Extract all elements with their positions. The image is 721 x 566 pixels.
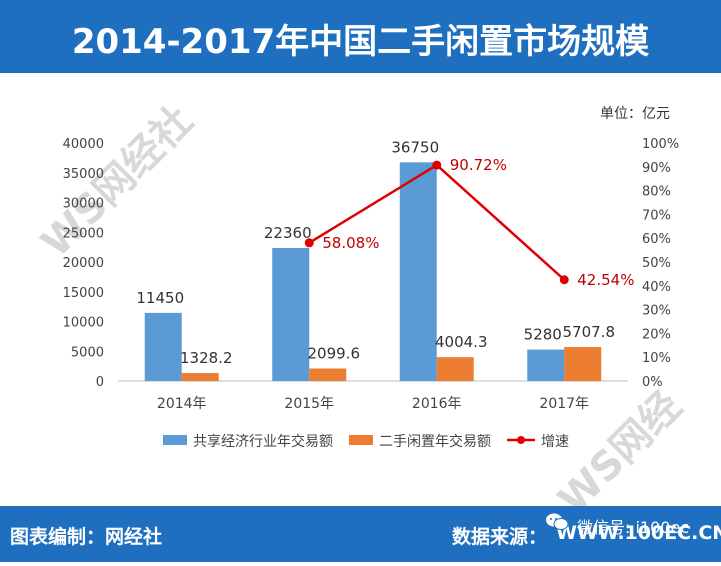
legend-swatch (349, 435, 373, 445)
footer-source: 数据来源： (452, 526, 548, 548)
legend-swatch (517, 436, 525, 444)
bar-data-label: 22360 (264, 224, 312, 242)
bar (181, 373, 219, 381)
header-banner: 2014-2017年中国二手闲置市场规模 (0, 0, 721, 73)
bar (527, 349, 565, 381)
y-left-tick-label: 40000 (63, 137, 104, 152)
y-left-tick-label: 0 (96, 375, 104, 390)
bar (144, 312, 182, 381)
growth-point (432, 160, 442, 170)
bar (272, 247, 310, 381)
bar-data-label: 11450 (136, 289, 184, 307)
y-left-tick-label: 25000 (63, 226, 104, 241)
y-right-tick-label: 50% (642, 256, 671, 271)
legend-swatch (163, 435, 187, 445)
chart-title: 2014-2017年中国二手闲置市场规模 (71, 22, 650, 62)
bar-data-label: 2099.6 (308, 345, 361, 363)
y-right-tick-label: 70% (642, 208, 671, 223)
y-right-tick-label: 40% (642, 280, 671, 295)
x-tick-label: 2016年 (412, 396, 462, 412)
y-left-tick-label: 15000 (63, 286, 104, 301)
bar-data-label: 36750 (391, 138, 439, 156)
bar (399, 162, 437, 381)
y-right-tick-label: 30% (642, 304, 671, 319)
y-right-tick-label: 20% (642, 327, 671, 342)
wechat-icon (546, 513, 569, 530)
y-right-tick-label: 0% (642, 375, 663, 390)
bar (564, 347, 602, 381)
x-tick-label: 2017年 (539, 396, 589, 412)
bar-data-label: 1328.2 (180, 349, 233, 367)
legend-label: 共享经济行业年交易额 (193, 433, 333, 450)
unit-label: 单位：亿元 (600, 106, 670, 122)
bar-data-label: 4004.3 (435, 333, 488, 351)
y-left-tick-label: 20000 (63, 256, 104, 271)
growth-data-label: 42.54% (577, 271, 634, 289)
wechat-label: 微信号: i100ec (577, 518, 690, 537)
growth-point (559, 275, 569, 285)
y-left-tick-label: 35000 (63, 167, 104, 182)
footer-banner: 图表编制：网经社 数据来源： WWW.100EC.CN (0, 506, 721, 562)
x-tick-label: 2015年 (284, 396, 334, 412)
footer-compiler: 图表编制：网经社 (10, 526, 163, 548)
chart: 0 5000 10000 15000 20000 25000 30000 35000 40000… (63, 137, 680, 450)
bar-data-label: 5280 (524, 326, 562, 344)
y-right-tick-label: 60% (642, 232, 671, 247)
growth-point (304, 238, 314, 248)
legend-label: 二手闲置年交易额 (379, 433, 491, 450)
y-right-tick-label: 80% (642, 185, 671, 200)
y-left-tick-label: 10000 (63, 316, 104, 331)
y-left-tick-label: 30000 (63, 197, 104, 212)
growth-data-label: 90.72% (450, 156, 507, 174)
bar (309, 368, 347, 381)
bar (436, 357, 474, 381)
bar-data-label: 5707.8 (563, 323, 616, 341)
x-tick-label: 2014年 (157, 396, 207, 412)
footer-site: WWW.100EC.CN (556, 522, 721, 544)
wechat-badge: 微信号: i100ec (545, 510, 721, 538)
y-right-tick-label: 10% (642, 351, 671, 366)
y-right-tick-label: 90% (642, 161, 671, 176)
legend-label: 增速 (541, 434, 569, 450)
y-right-tick-label: 100% (642, 137, 679, 152)
growth-data-label: 58.08% (322, 234, 379, 252)
y-left-tick-label: 5000 (71, 345, 104, 360)
